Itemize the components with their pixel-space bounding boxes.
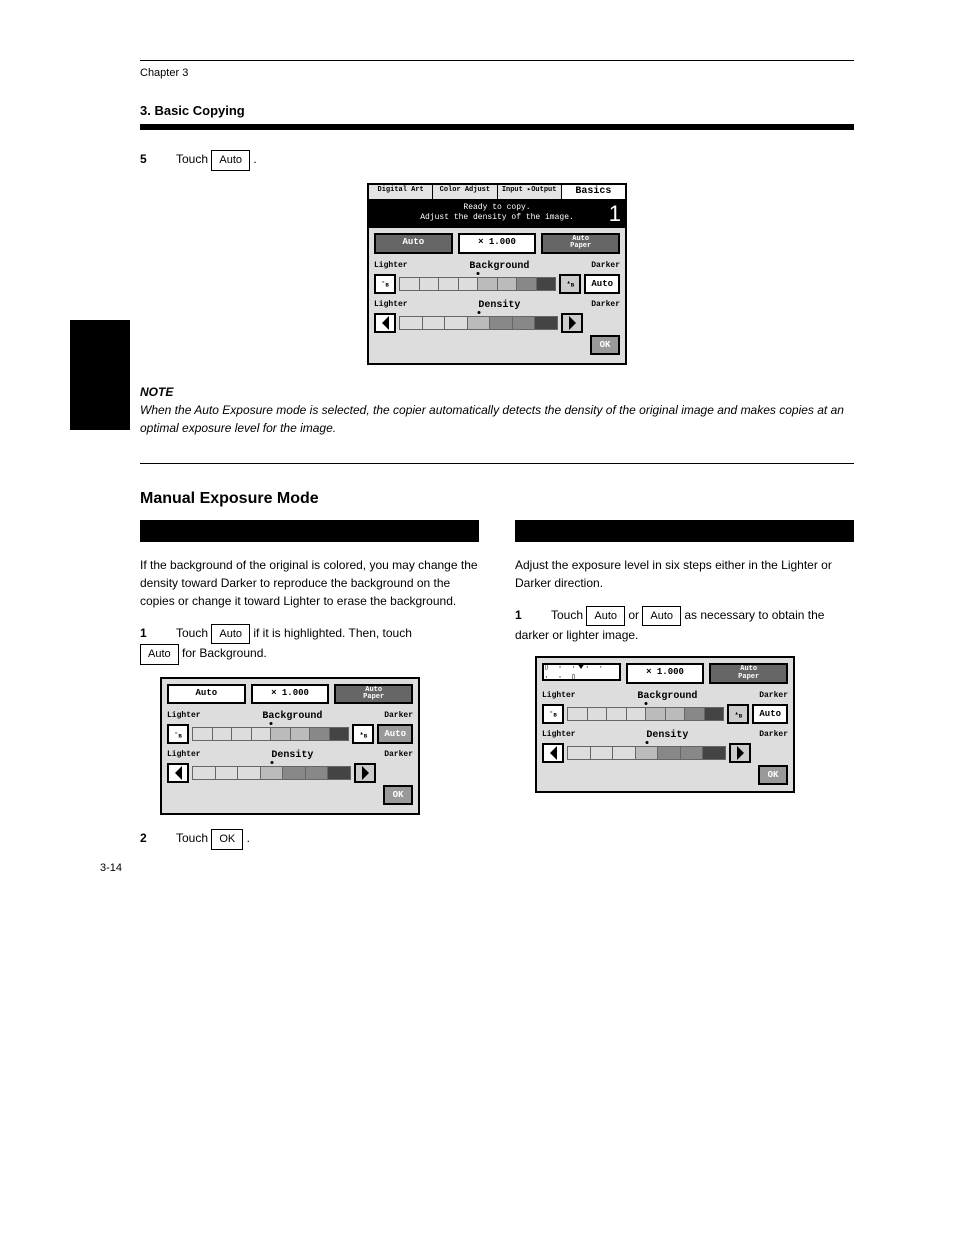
status-bar: Ready to copy. Adjust the density of the… — [369, 200, 625, 228]
right-subheading-bar — [515, 520, 854, 542]
auto-button-ref: Auto — [586, 606, 625, 627]
tab-digital-art[interactable]: Digital Art — [369, 185, 433, 200]
bg-scale — [399, 277, 556, 291]
chapter-heading: 3. Basic Copying — [140, 103, 854, 118]
ok-button[interactable]: OK — [383, 785, 413, 805]
ok-button[interactable]: OK — [758, 765, 788, 785]
auto-paper-button[interactable]: Auto Paper — [709, 663, 788, 684]
auto-button-ref: Auto — [140, 644, 179, 665]
density-lighter-button[interactable] — [167, 763, 189, 783]
section-rule — [140, 463, 854, 464]
tab-basics[interactable]: Basics — [562, 185, 625, 200]
bg-lighter-button[interactable]: ▫B — [374, 274, 396, 294]
side-tab — [70, 320, 130, 430]
right-column: Adjust the exposure level in six steps e… — [515, 520, 854, 862]
bg-auto-button[interactable]: Auto — [377, 724, 413, 744]
auto-exposure-button[interactable]: Auto — [374, 233, 453, 254]
copier-panel-left: Auto × 1.000 Auto Paper Lighter Backgrou… — [160, 677, 420, 816]
tab-color-adjust[interactable]: Color Adjust — [433, 185, 497, 200]
bg-lighter-button[interactable]: ▫B — [167, 724, 189, 744]
ok-button-ref: OK — [211, 829, 243, 850]
auto-exposure-button[interactable]: Auto — [167, 684, 246, 705]
page-number: 3-14 — [100, 862, 122, 874]
left-column: If the background of the original is col… — [140, 520, 479, 862]
density-lighter-button[interactable] — [374, 313, 396, 333]
density-darker-button[interactable] — [354, 763, 376, 783]
step-5: 5 Touch Auto . — [140, 150, 854, 171]
copier-panel-full: Digital Art Color Adjust Input ▸Output B… — [367, 183, 627, 365]
auto-button-ref: Auto — [642, 606, 681, 627]
ok-button[interactable]: OK — [590, 335, 620, 355]
bg-lighter-button[interactable]: ▫B — [542, 704, 564, 724]
zoom-button[interactable]: × 1.000 — [251, 684, 330, 705]
density-darker-button[interactable] — [729, 743, 751, 763]
copy-count: 1 — [609, 200, 621, 228]
bg-auto-button[interactable]: Auto — [584, 274, 620, 294]
chapter-ref: Chapter 3 — [140, 67, 854, 79]
header-rule — [140, 60, 854, 61]
heavy-rule — [140, 124, 854, 130]
density-lighter-button[interactable] — [542, 743, 564, 763]
tab-input-output[interactable]: Input ▸Output — [498, 185, 562, 200]
auto-paper-button[interactable]: Auto Paper — [541, 233, 620, 254]
bg-darker-button[interactable]: ▴B — [559, 274, 581, 294]
bg-darker-button[interactable]: ▴B — [727, 704, 749, 724]
auto-paper-button[interactable]: Auto Paper — [334, 684, 413, 705]
auto-button-ref: Auto — [211, 624, 250, 645]
density-scale — [399, 316, 558, 330]
zoom-button[interactable]: × 1.000 — [626, 663, 705, 684]
step-number: 5 — [140, 150, 158, 168]
zoom-button[interactable]: × 1.000 — [458, 233, 537, 254]
density-darker-button[interactable] — [561, 313, 583, 333]
auto-button-ref: Auto — [211, 150, 250, 171]
left-subheading-bar — [140, 520, 479, 542]
copier-panel-right: ▯ · · · · · · ▯ × 1.000 Auto Paper Light… — [535, 656, 795, 793]
bg-auto-button[interactable]: Auto — [752, 704, 788, 724]
panel-tabs: Digital Art Color Adjust Input ▸Output B… — [369, 185, 625, 201]
density-indicator: ▯ · · · · · · ▯ — [542, 663, 621, 681]
note: NOTE When the Auto Exposure mode is sele… — [140, 383, 854, 437]
section-title: Manual Exposure Mode — [140, 490, 854, 508]
bg-darker-button[interactable]: ▴B — [352, 724, 374, 744]
